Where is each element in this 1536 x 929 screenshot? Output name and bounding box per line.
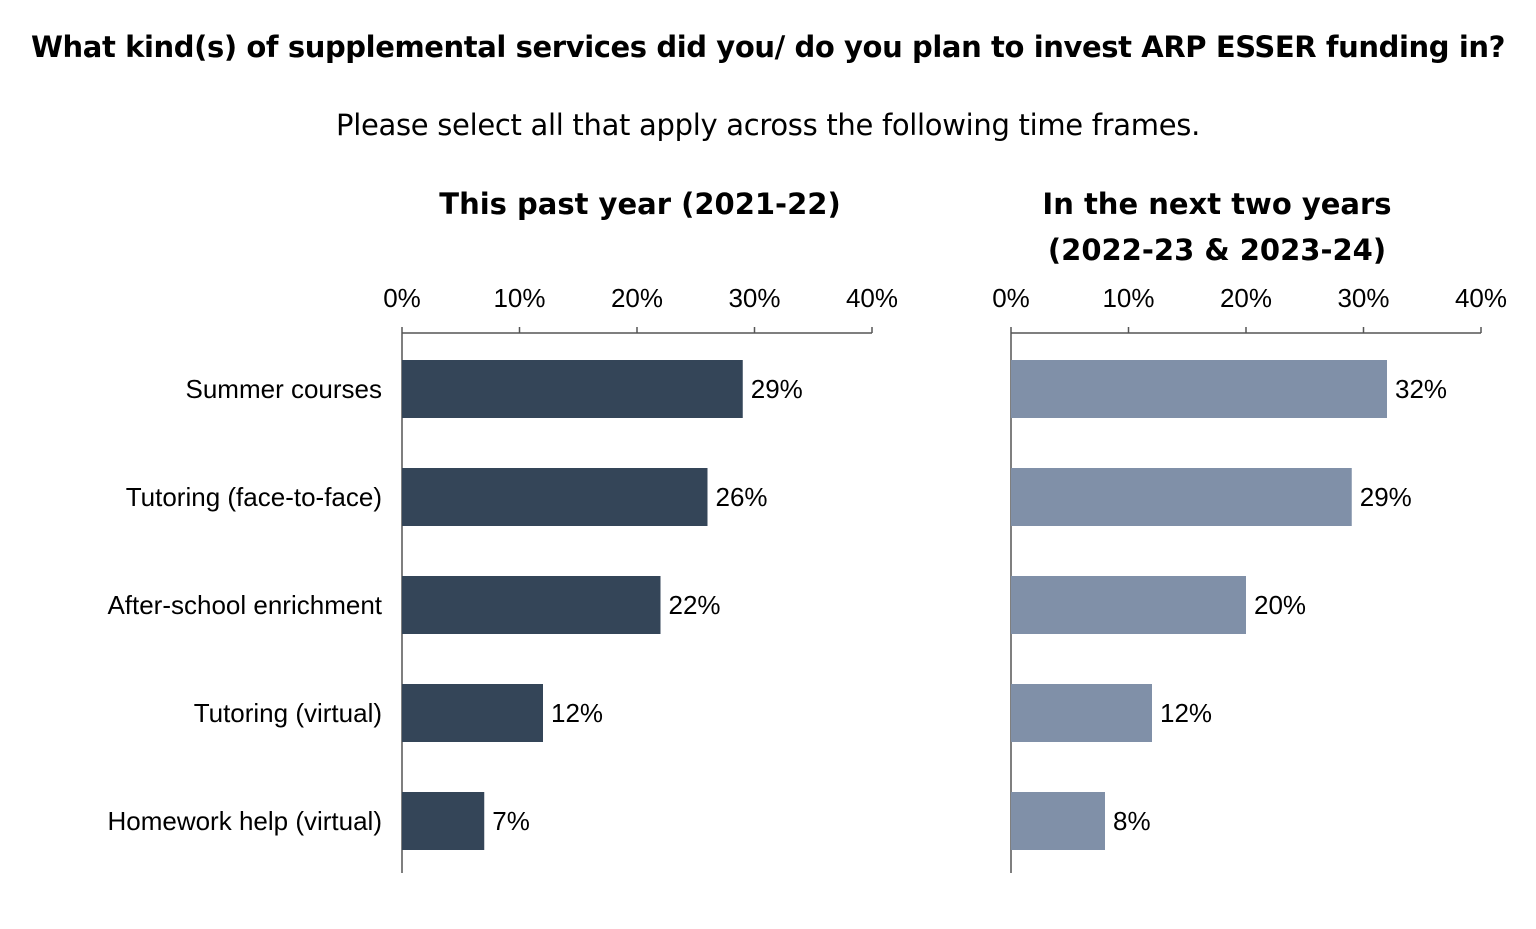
right-bar <box>1011 576 1246 634</box>
left-x-tick-label: 0% <box>383 283 421 313</box>
right-bar <box>1011 792 1105 850</box>
right-bar-value-label: 29% <box>1360 482 1412 512</box>
left-panel-title-line: This past year (2021-22) <box>439 187 840 221</box>
right-panel-title-line: (2022-23 & 2023-24) <box>1048 233 1386 267</box>
right-bar <box>1011 468 1352 526</box>
left-x-tick-label: 30% <box>728 283 780 313</box>
right-x-tick-label: 40% <box>1455 283 1507 313</box>
left-bar-value-label: 12% <box>551 698 603 728</box>
right-panel-title-line: In the next two years <box>1042 187 1391 221</box>
left-bar-value-label: 22% <box>669 590 721 620</box>
left-bar <box>402 360 743 418</box>
chart-title: What kind(s) of supplemental services di… <box>30 30 1506 64</box>
category-label: Homework help (virtual) <box>107 806 382 836</box>
left-x-tick-label: 40% <box>846 283 898 313</box>
left-x-tick-label: 20% <box>611 283 663 313</box>
chart-subtitle: Please select all that apply across the … <box>336 108 1200 142</box>
right-x-tick-label: 0% <box>992 283 1030 313</box>
right-x-tick-label: 20% <box>1220 283 1272 313</box>
left-x-tick-label: 10% <box>493 283 545 313</box>
category-label: Summer courses <box>186 374 383 404</box>
right-bar <box>1011 360 1387 418</box>
right-x-tick-label: 30% <box>1337 283 1389 313</box>
left-bar <box>402 468 708 526</box>
right-bar-value-label: 20% <box>1254 590 1306 620</box>
left-bar-value-label: 29% <box>751 374 803 404</box>
left-bar <box>402 792 485 850</box>
right-bar-value-label: 8% <box>1113 806 1151 836</box>
left-bar-value-label: 26% <box>716 482 768 512</box>
left-bar <box>402 684 543 742</box>
right-x-tick-label: 10% <box>1102 283 1154 313</box>
right-bar <box>1011 684 1152 742</box>
left-bar <box>402 576 661 634</box>
right-bar-value-label: 32% <box>1395 374 1447 404</box>
category-label: After-school enrichment <box>107 590 382 620</box>
left-bar-value-label: 7% <box>492 806 530 836</box>
category-label: Tutoring (face-to-face) <box>126 482 382 512</box>
category-label: Tutoring (virtual) <box>194 698 382 728</box>
right-bar-value-label: 12% <box>1160 698 1212 728</box>
